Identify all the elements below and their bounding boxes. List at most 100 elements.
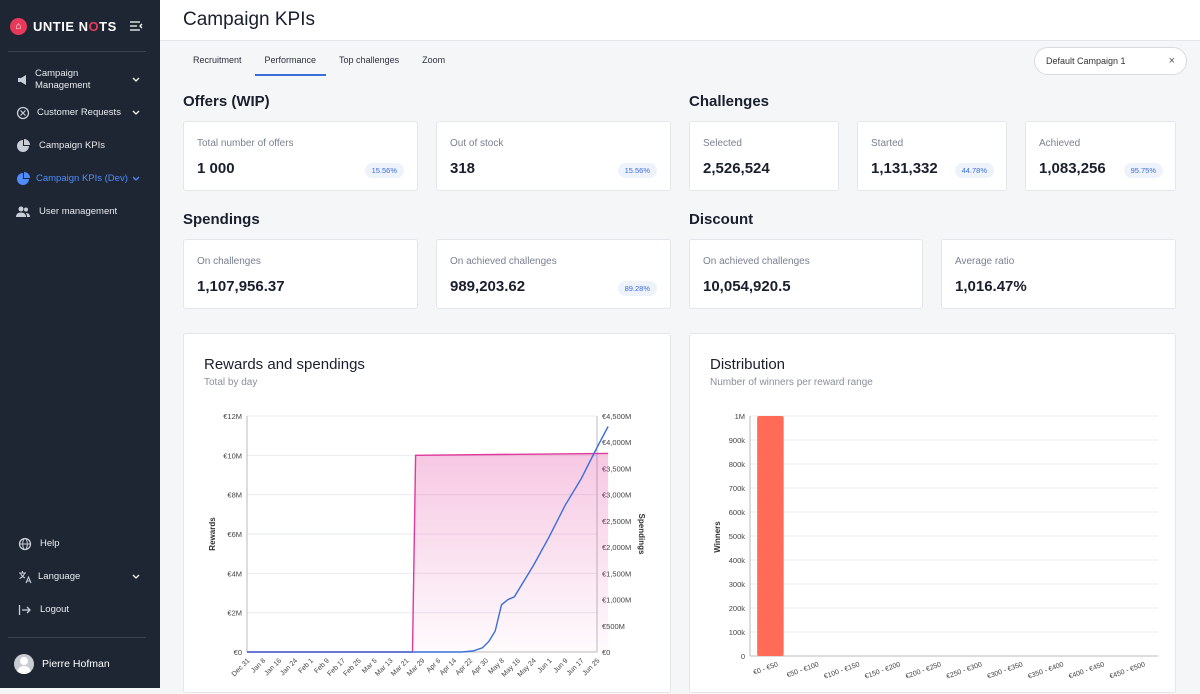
page-header: Campaign KPIs — [160, 0, 1200, 41]
logo-text: UNTIE NOTS — [33, 19, 117, 34]
sidebar-item-user-management[interactable]: User management — [0, 205, 160, 219]
tab-recruitment[interactable]: Recruitment — [193, 55, 242, 65]
kpi-badge: 44.78% — [954, 163, 994, 178]
bar — [757, 416, 784, 656]
kpi-label: On challenges — [197, 256, 261, 267]
chevron-down-icon[interactable] — [131, 108, 141, 118]
kpi-badge: 95.75% — [1123, 163, 1163, 178]
y-tick-label: €10M — [223, 451, 242, 460]
logo-mark-icon: ⌂ — [10, 18, 27, 35]
kpi-card-achieved: Achieved 1,083,256 95.75% — [1025, 121, 1176, 191]
kpi-label: On achieved challenges — [703, 256, 810, 267]
kpi-badge: 89.28% — [617, 281, 657, 296]
sidebar-item-label: Language — [38, 571, 81, 582]
chart-title: Distribution — [710, 356, 786, 373]
x-tick-label: Jun 1 — [537, 657, 554, 674]
collapse-menu-icon[interactable] — [128, 18, 144, 34]
rewards-chart-card: Rewards and spendings Total by day €0 €2M… — [183, 333, 671, 693]
y2-axis-label: Spendings — [637, 514, 646, 555]
sidebar-item-campaign-kpis-dev[interactable]: Campaign KPIs (Dev) — [0, 172, 160, 186]
x-tick-label: Apr 30 — [471, 657, 491, 677]
y-tick-label: 600k — [729, 508, 746, 517]
y-tick-label: €2M — [227, 609, 242, 618]
spendings-section-title: Spendings — [183, 211, 260, 228]
x-tick-label: Feb 1 — [297, 657, 315, 675]
y2-tick-label: €4,500M — [602, 412, 631, 421]
campaign-select[interactable]: Default Campaign 1 × — [1034, 47, 1187, 75]
y2-tick-label: €2,000M — [602, 543, 631, 552]
pie-chart-icon — [17, 139, 30, 152]
y2-tick-label: €500M — [602, 622, 625, 631]
kpi-label: On achieved challenges — [450, 256, 557, 267]
brand-logo[interactable]: ⌂ UNTIE NOTS — [10, 18, 117, 35]
y-tick-label: 900k — [729, 436, 746, 445]
pie-chart-icon — [17, 172, 30, 185]
y2-tick-label: €1,000M — [602, 596, 631, 605]
x-tick-label: €150 - €200 — [864, 661, 902, 680]
kpi-card-total-offers: Total number of offers 1 000 15.56% — [183, 121, 418, 191]
kpi-value: 1,131,332 — [871, 160, 938, 177]
sidebar-item-label: Customer Requests — [37, 107, 121, 118]
y-tick-label: 200k — [729, 604, 746, 613]
user-profile[interactable]: Pierre Hofman — [14, 654, 110, 674]
sidebar-item-label: User management — [39, 206, 118, 217]
y-tick-label: €12M — [223, 412, 242, 421]
tab-bar: Recruitment Performance Top challenges Z… — [183, 50, 458, 76]
x-tick-label: €350 - €400 — [1027, 661, 1065, 680]
translate-icon — [19, 571, 32, 584]
megaphone-icon — [18, 75, 26, 85]
x-tick-label: €450 - €500 — [1109, 661, 1147, 680]
y-tick-label: €8M — [227, 491, 242, 500]
sidebar-item-language[interactable]: Language — [0, 570, 160, 584]
tab-zoom[interactable]: Zoom — [422, 55, 446, 65]
avatar — [14, 654, 34, 674]
sidebar: ⌂ UNTIE NOTS Campaign Management Custome… — [0, 0, 160, 688]
kpi-badge: 15.56% — [617, 163, 657, 178]
kpi-label: Out of stock — [450, 138, 504, 149]
sidebar-item-campaign-kpis[interactable]: Campaign KPIs — [0, 139, 160, 153]
sidebar-item-label: Campaign Management — [35, 68, 91, 91]
chart-subtitle: Number of winners per reward range — [710, 377, 873, 388]
rewards-area — [247, 453, 609, 652]
kpi-value: 1,107,956.37 — [197, 278, 285, 295]
kpi-value: 1,016.47% — [955, 278, 1027, 295]
tab-performance[interactable]: Performance — [254, 50, 327, 76]
x-tick-label: €50 - €100 — [786, 661, 820, 679]
y-tick-label: €0 — [234, 648, 242, 657]
y-tick-label: 500k — [729, 532, 746, 541]
page-title: Campaign KPIs — [183, 9, 316, 30]
sidebar-item-logout[interactable]: Logout — [0, 603, 160, 617]
y-tick-label: €6M — [227, 530, 242, 539]
x-tick-label: €300 - €350 — [986, 661, 1024, 680]
sidebar-item-help[interactable]: Help — [0, 537, 160, 551]
kpi-card-discount-achieved: On achieved challenges 10,054,920.5 — [689, 239, 923, 309]
sidebar-item-campaign-management[interactable]: Campaign Management — [0, 68, 160, 92]
kpi-value: 1,083,256 — [1039, 160, 1106, 177]
kpi-label: Started — [871, 138, 904, 149]
kpi-value: 318 — [450, 160, 476, 177]
users-icon — [16, 206, 30, 217]
y2-tick-label: €4,000M — [602, 438, 631, 447]
x-tick-label: Jun 25 — [582, 657, 602, 677]
x-tick-label: €200 - €250 — [905, 661, 943, 680]
clear-icon[interactable]: × — [1168, 55, 1175, 67]
y2-tick-label: €3,500M — [602, 464, 631, 473]
x-tick-label: €400 - €450 — [1068, 661, 1106, 680]
y-tick-label: 1M — [735, 412, 745, 421]
sidebar-item-customer-requests[interactable]: Customer Requests — [0, 106, 160, 120]
chevron-down-icon[interactable] — [131, 75, 141, 85]
y-tick-label: 800k — [729, 460, 746, 469]
y-axis-label: Rewards — [208, 517, 217, 551]
tab-top-challenges[interactable]: Top challenges — [339, 55, 400, 65]
x-tick-label: Dec 31 — [231, 657, 252, 678]
campaign-select-value: Default Campaign 1 — [1046, 56, 1126, 66]
sidebar-item-label: Campaign KPIs — [39, 140, 106, 151]
chevron-down-icon[interactable] — [131, 572, 141, 582]
y-tick-label: 100k — [729, 628, 746, 637]
y-tick-label: 700k — [729, 484, 746, 493]
y2-tick-label: €0 — [602, 648, 610, 657]
x-tick-label: Jan 24 — [279, 657, 299, 677]
chevron-down-icon[interactable] — [131, 174, 141, 184]
kpi-card-on-achieved-challenges: On achieved challenges 989,203.62 89.28% — [436, 239, 671, 309]
kpi-value: 10,054,920.5 — [703, 278, 791, 295]
